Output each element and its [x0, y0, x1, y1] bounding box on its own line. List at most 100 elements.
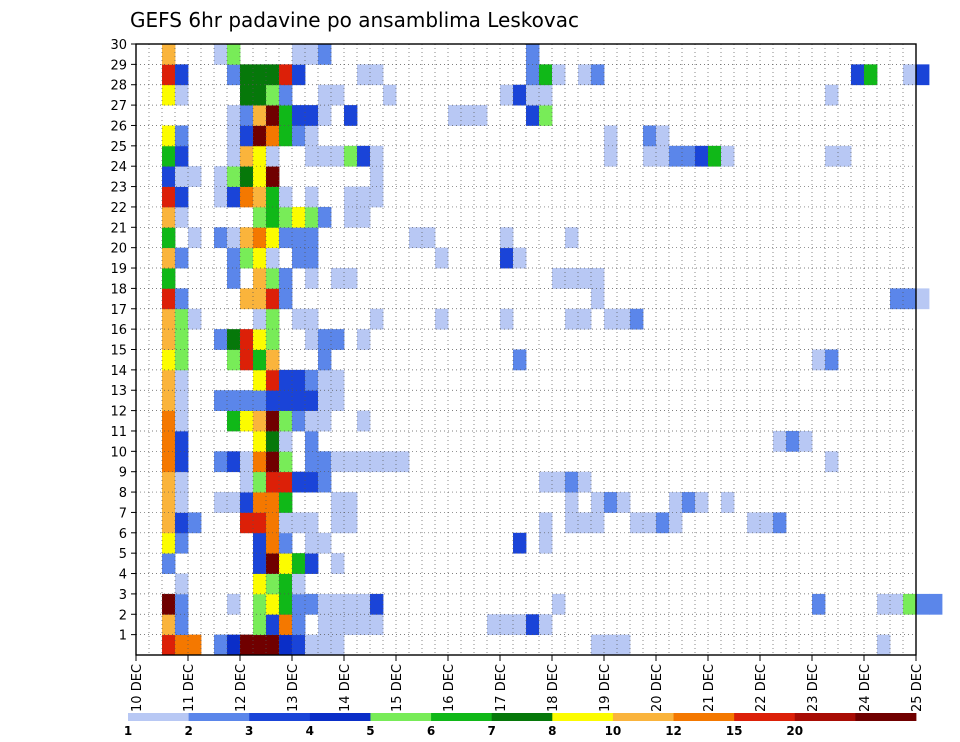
heatmap-cell [162, 186, 176, 208]
heatmap-cell [214, 634, 228, 656]
heatmap-cell [305, 512, 319, 534]
heatmap-cell [253, 634, 267, 656]
heatmap-cell [266, 553, 280, 574]
heatmap-cell [162, 471, 176, 493]
heatmap-cell [227, 227, 241, 249]
heatmap-cell [175, 614, 189, 636]
heatmap-cell [318, 145, 332, 167]
x-tick-label: 22 DEC [754, 664, 769, 712]
heatmap-cell [253, 84, 267, 106]
heatmap-cell [227, 451, 241, 473]
heatmap-cell [357, 145, 371, 167]
heatmap-cell [539, 532, 553, 554]
heatmap-cell [305, 145, 319, 167]
heatmap-cell [240, 105, 254, 126]
heatmap-cell [240, 166, 254, 187]
heatmap-cell [344, 186, 358, 208]
heatmap-cell [175, 451, 189, 473]
heatmap-cell [266, 84, 280, 106]
heatmap-cells [162, 44, 943, 656]
heatmap-cell [331, 634, 345, 656]
heatmap-cell [500, 308, 514, 330]
heatmap-cell [318, 410, 332, 432]
heatmap-cell [578, 308, 592, 330]
heatmap-cell [279, 532, 293, 554]
y-tick-label: 14 [110, 364, 127, 379]
x-tick-label: 10 DEC [130, 664, 145, 712]
heatmap-cell [292, 206, 306, 228]
y-tick-label: 3 [119, 588, 127, 603]
heatmap-cell [344, 492, 358, 513]
heatmap-cell [253, 105, 267, 126]
heatmap-cell [305, 593, 319, 615]
heatmap-cell [240, 64, 254, 86]
heatmap-cell [305, 206, 319, 228]
heatmap-cell [279, 634, 293, 656]
heatmap-cell [266, 512, 280, 534]
heatmap-cell [214, 44, 228, 65]
heatmap-cell [279, 410, 293, 432]
heatmap-cell [175, 308, 189, 330]
heatmap-cell [318, 369, 332, 391]
heatmap-cell [162, 430, 176, 452]
heatmap-cell [292, 553, 306, 574]
heatmap-cell [929, 593, 943, 615]
chart-title: GEFS 6hr padavine po ansamblima Leskovac [130, 8, 579, 32]
heatmap-cell [305, 390, 319, 411]
heatmap-cell [175, 573, 189, 595]
heatmap-cell [240, 451, 254, 473]
heatmap-cell [227, 593, 241, 615]
heatmap-cell [188, 634, 202, 656]
heatmap-cell [331, 390, 345, 411]
heatmap-cell [474, 105, 488, 126]
heatmap-cell [162, 247, 176, 269]
heatmap-cell [266, 532, 280, 554]
heatmap-cell [240, 247, 254, 269]
heatmap-cell [591, 288, 605, 310]
heatmap-cell [227, 166, 241, 187]
heatmap-cell [266, 64, 280, 86]
heatmap-cell [370, 145, 384, 167]
colorbar-label: 6 [427, 724, 435, 738]
heatmap-cell [175, 512, 189, 534]
heatmap-cell [292, 105, 306, 126]
heatmap-cell [773, 512, 787, 534]
heatmap-cell [253, 492, 267, 513]
heatmap-cell [292, 512, 306, 534]
heatmap-cell [227, 186, 241, 208]
heatmap-cell [266, 410, 280, 432]
heatmap-cell [591, 268, 605, 289]
heatmap-cell [253, 430, 267, 452]
y-tick-label: 29 [110, 58, 127, 73]
heatmap-cell [227, 329, 241, 350]
heatmap-cell [188, 512, 202, 534]
heatmap-cell [591, 512, 605, 534]
heatmap-cell [253, 145, 267, 167]
heatmap-cell [175, 288, 189, 310]
heatmap-cell [318, 84, 332, 106]
heatmap-cell [552, 64, 566, 86]
heatmap-cell [227, 125, 241, 147]
colorbar-swatch [794, 713, 856, 721]
heatmap-cell [513, 614, 527, 636]
heatmap-cell [253, 451, 267, 473]
heatmap-cell [162, 125, 176, 147]
colorbar-label: 1 [124, 724, 132, 738]
heatmap-cell [292, 247, 306, 269]
heatmap-cell [292, 390, 306, 411]
y-tick-label: 12 [110, 405, 127, 420]
heatmap-cell [227, 44, 241, 65]
heatmap-cell [162, 145, 176, 167]
heatmap-cell [266, 125, 280, 147]
heatmap-cell [656, 145, 670, 167]
heatmap-cell [357, 593, 371, 615]
heatmap-cell [331, 145, 345, 167]
heatmap-cell [799, 430, 813, 452]
y-tick-label: 4 [119, 568, 127, 583]
x-tick-label: 15 DEC [390, 664, 405, 712]
y-tick-label: 28 [110, 79, 127, 94]
heatmap-cell [266, 227, 280, 249]
colorbar-label: 20 [786, 724, 803, 738]
heatmap-cell [435, 247, 449, 269]
heatmap-cell [318, 471, 332, 493]
